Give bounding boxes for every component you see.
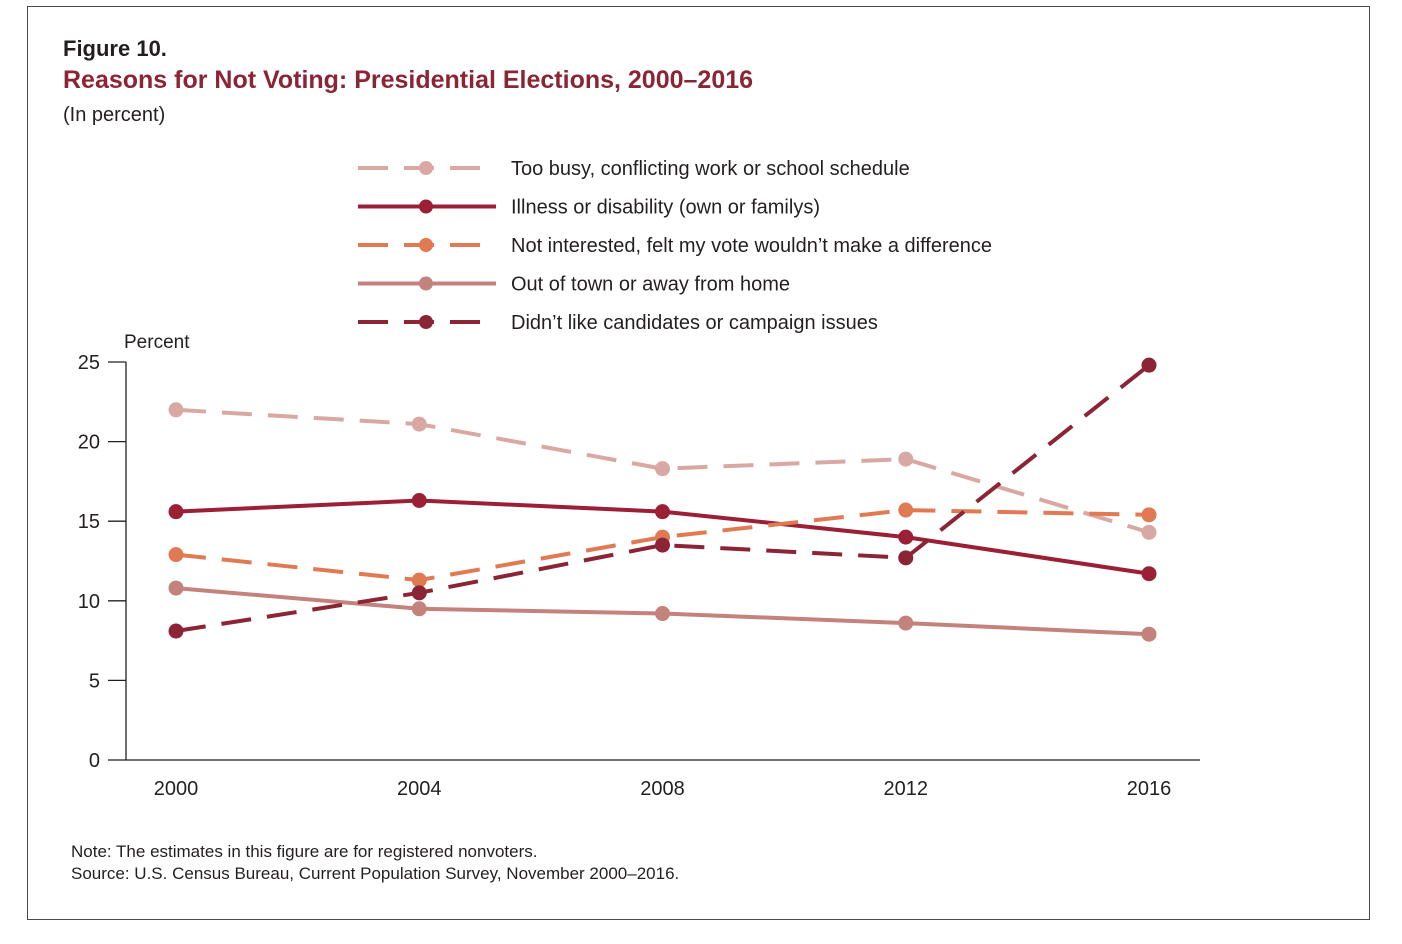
data-point	[168, 402, 184, 418]
data-point	[655, 461, 670, 477]
data-point	[898, 529, 914, 545]
legend: Too busy, conflicting work or school sch…	[358, 158, 992, 334]
x-tick-label: 2016	[1127, 778, 1172, 800]
figure-frame	[27, 6, 1370, 920]
legend-item: Too busy, conflicting work or school sch…	[358, 158, 910, 180]
data-point	[898, 615, 914, 631]
data-point	[1141, 566, 1157, 582]
data-point	[898, 502, 914, 518]
legend-label: Not interested, felt my vote wouldn’t ma…	[511, 235, 992, 257]
axes: 0 5 10 15 20 25 2000 2004 2008 2012 2016	[78, 352, 1200, 800]
data-point	[411, 585, 427, 601]
data-point	[1141, 626, 1157, 642]
legend-swatch-marker	[419, 276, 433, 291]
legend-item: Illness or disability (own or familys)	[358, 197, 820, 219]
legend-swatch-marker	[419, 199, 433, 214]
note-text: Note: The estimates in this figure are f…	[71, 842, 538, 861]
series-line	[175, 508, 1150, 583]
data-point	[168, 504, 184, 520]
data-point	[655, 606, 670, 622]
x-tick-label: 2004	[397, 778, 442, 800]
data-point	[1141, 357, 1157, 373]
series-4	[168, 357, 1157, 639]
data-point	[655, 537, 670, 553]
y-tick-label: 10	[78, 591, 100, 613]
y-tick-label: 15	[78, 511, 100, 533]
legend-label: Out of town or away from home	[511, 274, 790, 296]
series-0	[168, 402, 1157, 540]
data-point	[411, 572, 427, 588]
legend-swatch-marker	[419, 315, 433, 329]
data-point	[168, 580, 184, 596]
series-1	[168, 493, 1157, 582]
data-point	[411, 601, 427, 617]
y-tick-label: 25	[78, 352, 100, 374]
x-tick-label: 2012	[884, 778, 929, 800]
legend-label: Didn’t like candidates or campaign issue…	[511, 312, 878, 334]
x-tick-label: 2000	[154, 778, 199, 800]
data-point	[1141, 524, 1157, 540]
legend-item: Out of town or away from home	[358, 274, 790, 296]
figure-subtitle: (In percent)	[63, 104, 166, 126]
figure-title: Reasons for Not Voting: Presidential Ele…	[63, 66, 754, 94]
figure-label: Figure 10.	[63, 36, 167, 61]
data-point	[655, 504, 670, 520]
data-point	[898, 451, 914, 467]
legend-swatch-marker	[419, 161, 433, 175]
series-3	[168, 580, 1157, 642]
y-axis-label: Percent	[124, 332, 190, 353]
data-point	[898, 550, 914, 566]
legend-label: Too busy, conflicting work or school sch…	[511, 158, 910, 180]
data-point	[168, 547, 184, 563]
legend-item: Didn’t like candidates or campaign issue…	[358, 312, 878, 334]
data-point	[411, 493, 427, 509]
x-tick-label: 2008	[640, 778, 685, 800]
legend-item: Not interested, felt my vote wouldn’t ma…	[358, 235, 992, 257]
y-tick-label: 20	[78, 432, 100, 454]
notes: Note: The estimates in this figure are f…	[71, 841, 679, 885]
data-point	[168, 623, 184, 639]
data-point	[1141, 507, 1157, 523]
series-line	[175, 363, 1151, 633]
y-tick-label: 0	[89, 750, 100, 772]
source-text: Source: U.S. Census Bureau, Current Popu…	[71, 864, 680, 883]
series-group	[168, 357, 1157, 642]
data-point	[411, 416, 427, 432]
y-tick-label: 5	[89, 670, 100, 692]
legend-swatch-marker	[419, 238, 433, 252]
series-line	[175, 407, 1150, 535]
legend-label: Illness or disability (own or familys)	[511, 197, 820, 219]
